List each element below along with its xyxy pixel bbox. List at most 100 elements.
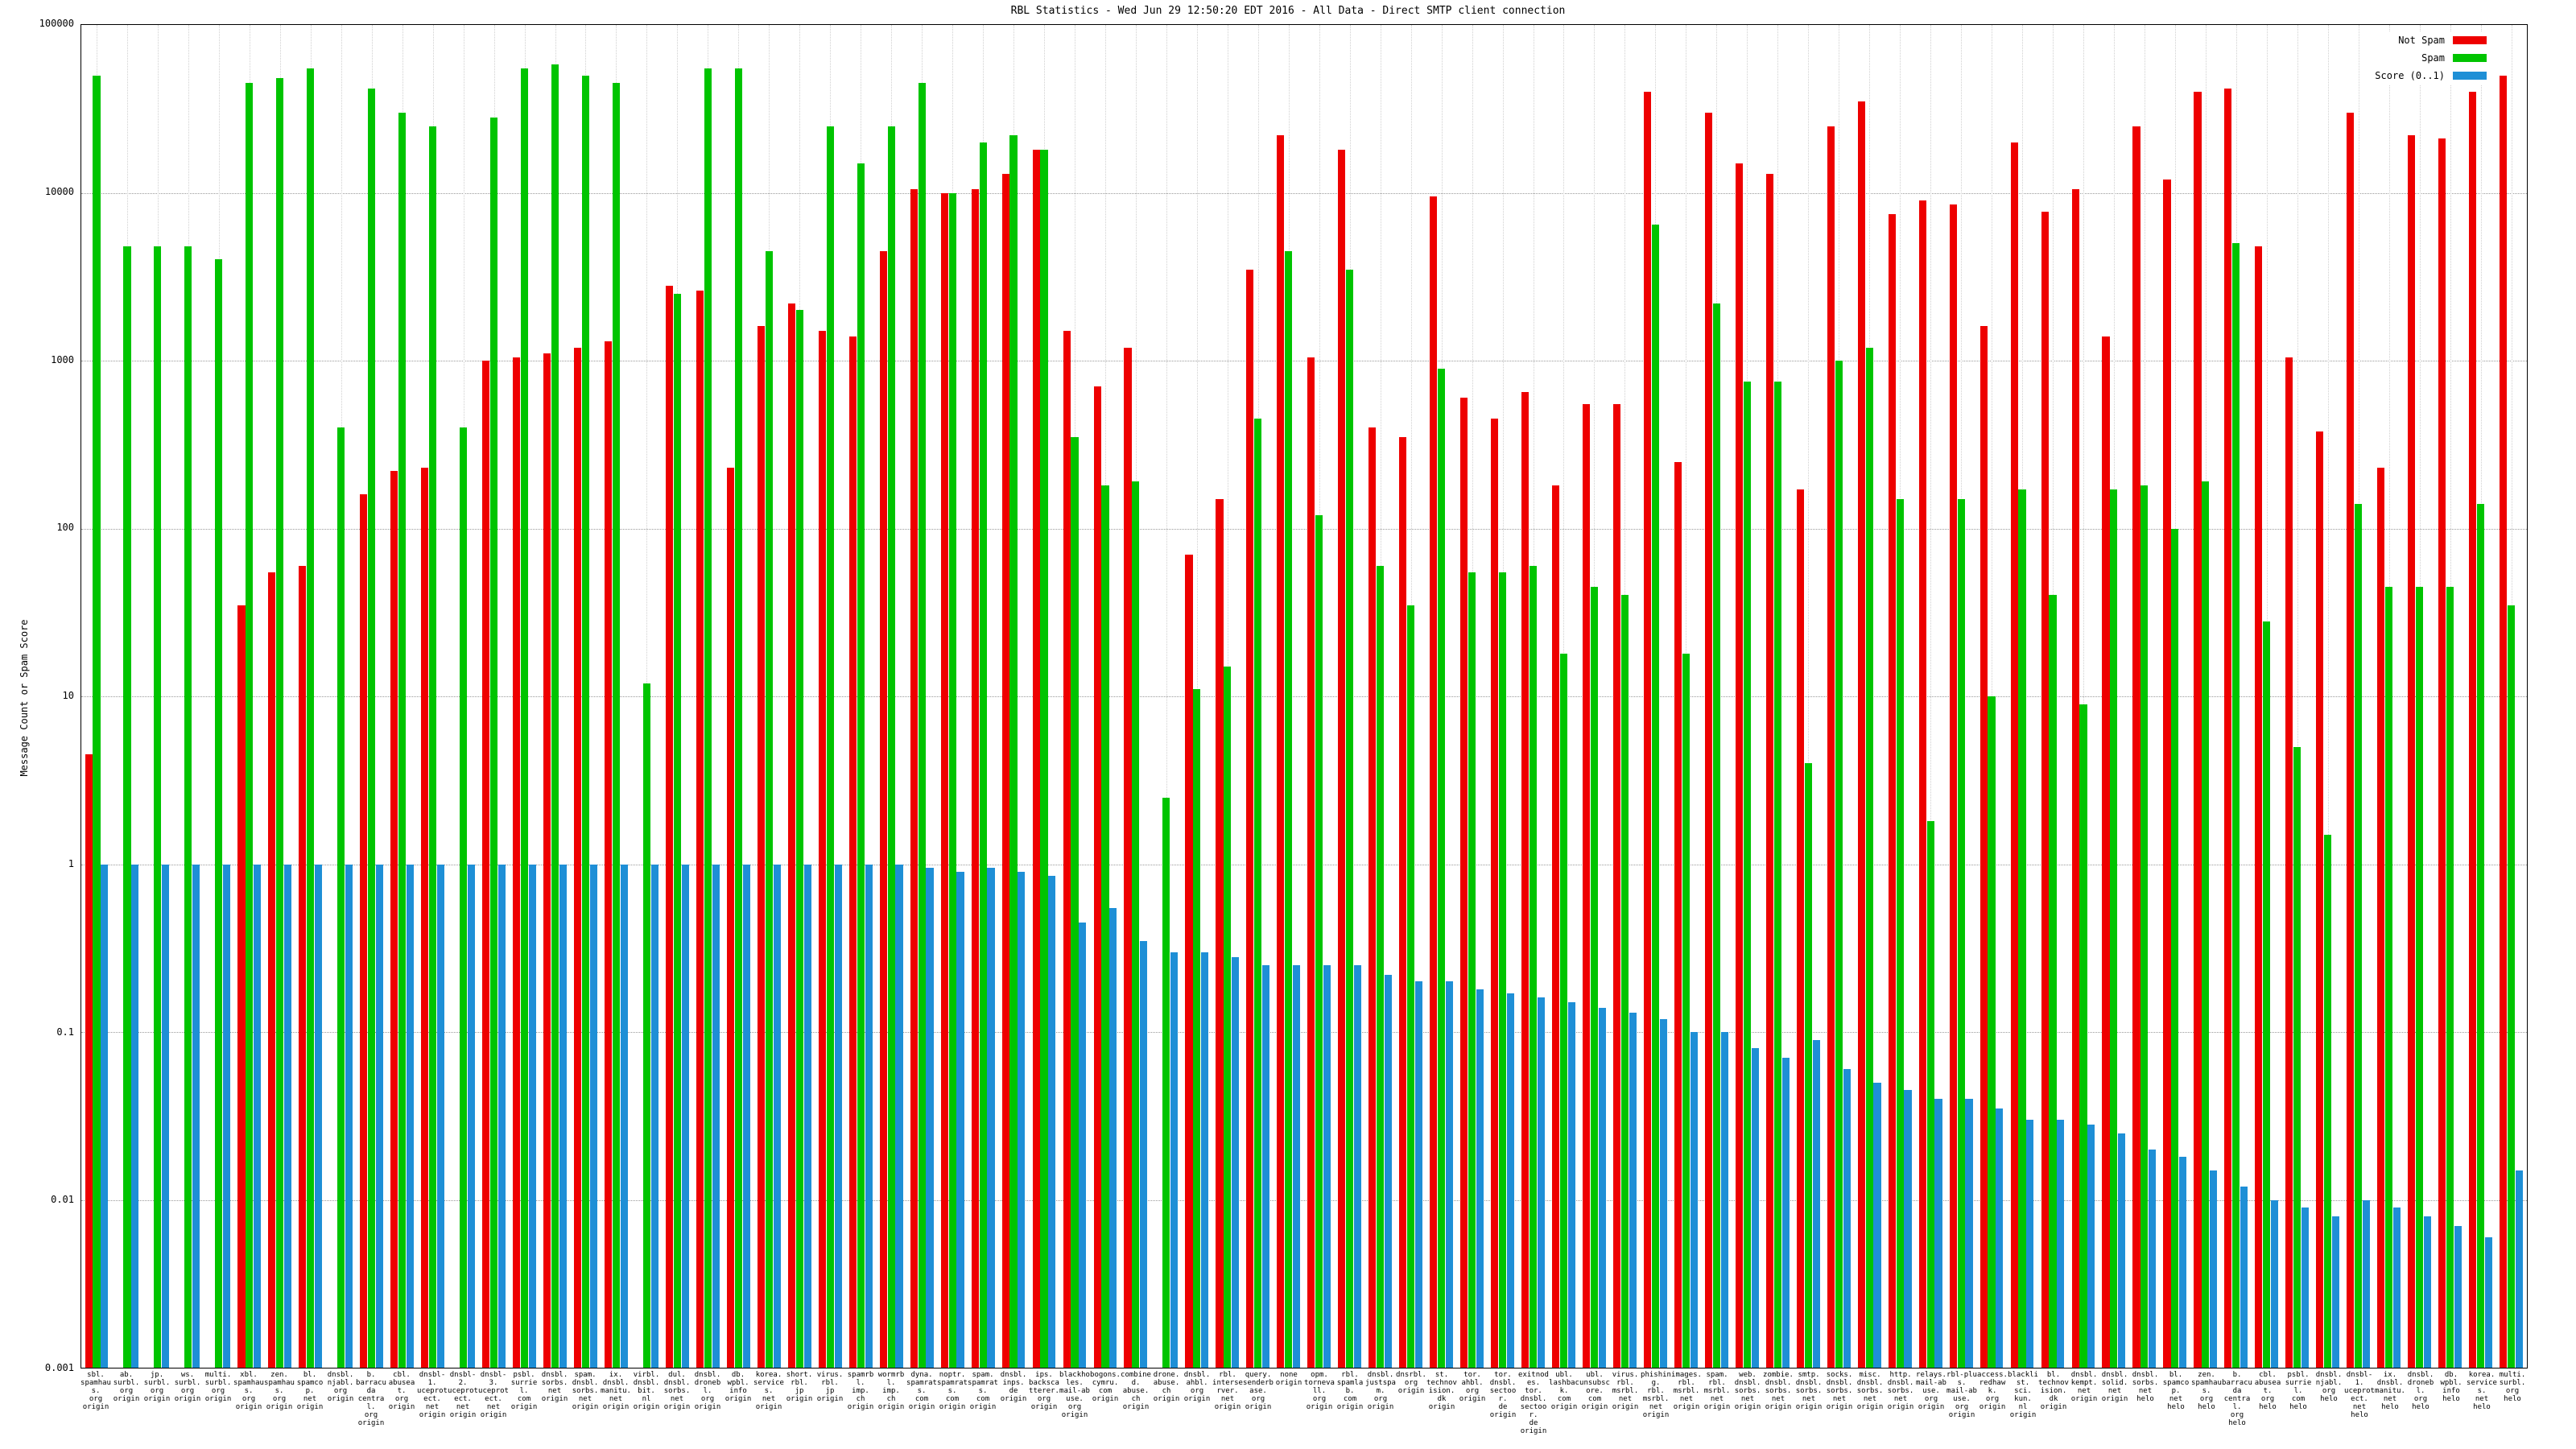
bar-score <box>131 864 139 1368</box>
legend-label-score: Score (0..1) <box>2375 70 2445 81</box>
x-tick-label: sbl. spamhaus. org origin <box>80 1371 111 1411</box>
bar-spam <box>1682 653 1690 1368</box>
bar-spam <box>642 683 650 1368</box>
x-tick-label: dnsbl. dronebl. org origin <box>694 1371 721 1411</box>
bar-group <box>510 25 540 1368</box>
bar-notspam <box>1430 196 1438 1368</box>
x-tick-label: wormrbl. imp. ch origin <box>877 1371 905 1411</box>
bar-group <box>815 25 845 1368</box>
bar-notspam <box>1827 126 1835 1368</box>
x-tick-label: opm. tornevall. org origin <box>1304 1371 1335 1411</box>
bar-score <box>2423 1216 2432 1368</box>
bar-notspam <box>696 291 704 1368</box>
bar-notspam <box>1093 386 1101 1368</box>
x-tick-label: bogons. cymru. com origin <box>1090 1371 1121 1403</box>
bar-spam <box>184 246 192 1368</box>
bar-group <box>723 25 753 1368</box>
bar-score <box>223 864 231 1368</box>
bar-score <box>101 864 109 1368</box>
bar-group <box>2068 25 2099 1368</box>
y-tick-label: 0.01 <box>51 1194 74 1206</box>
x-tick-label: multi. surbl. org helo <box>2499 1371 2526 1403</box>
x-tick-label: psbl. surriel. com origin <box>510 1371 538 1411</box>
bar-spam <box>2049 595 2057 1368</box>
bar-notspam <box>1888 213 1896 1368</box>
bar-score <box>1629 1013 1637 1368</box>
bar-notspam <box>787 303 795 1368</box>
x-tick-label: images. rbl. msrbl. net origin <box>1671 1371 1702 1411</box>
x-tick-label: dnsbl. inps. de origin <box>1000 1371 1027 1403</box>
bar-spam <box>1224 667 1232 1368</box>
bar-score <box>834 864 842 1368</box>
bar-spam <box>2202 481 2210 1368</box>
bar-spam <box>581 75 590 1368</box>
bar-group <box>1090 25 1121 1368</box>
x-tick-label: ix. dnsbl. manitu. net helo <box>2375 1371 2405 1411</box>
bar-spam <box>2079 704 2087 1368</box>
x-tick-label: virus. rbl. jp origin <box>816 1371 844 1403</box>
bar-notspam <box>2438 138 2446 1368</box>
bar-notspam <box>360 493 368 1368</box>
x-tick-label: none origin <box>1275 1371 1302 1387</box>
bar-notspam <box>2163 180 2171 1368</box>
bar-score <box>1079 922 1087 1368</box>
x-tick-label: ubl. unsubscore. com origin <box>1579 1371 1610 1411</box>
bar-notspam <box>299 565 307 1368</box>
x-tick-label: jp. surbl. org origin <box>143 1371 171 1403</box>
bar-spam <box>1743 382 1751 1368</box>
bar-score <box>1170 952 1179 1368</box>
bar-group <box>448 25 479 1368</box>
x-tick-label: korea. services. net helo <box>2467 1371 2497 1411</box>
bar-group <box>906 25 937 1368</box>
bar-score <box>2332 1216 2340 1368</box>
x-tick-label: dnsbl. sorbs. net helo <box>2132 1371 2159 1403</box>
bar-group <box>845 25 876 1368</box>
legend-label-notspam: Not Spam <box>2398 35 2445 46</box>
bar-group <box>1029 25 1059 1368</box>
bar-notspam <box>574 347 582 1368</box>
x-tick-label: rbl. spamlab. com origin <box>1336 1371 1364 1411</box>
bar-score <box>1567 1002 1575 1368</box>
bar-notspam <box>1796 489 1804 1368</box>
bar-score <box>1323 965 1331 1368</box>
bar-notspam <box>1552 485 1560 1368</box>
bar-notspam <box>1277 135 1285 1368</box>
bar-spam <box>2293 746 2301 1368</box>
bar-group <box>142 25 173 1368</box>
bar-spam <box>1651 224 1659 1368</box>
bar-group <box>1059 25 1090 1368</box>
bar-spam <box>1896 498 1904 1368</box>
bar-score <box>254 864 262 1368</box>
x-tick-label: bl. spamcop. net helo <box>2162 1371 2190 1411</box>
bar-notspam <box>2347 113 2355 1368</box>
bar-score <box>1690 1032 1698 1368</box>
x-tick-label: korea. services. net origin <box>753 1371 784 1411</box>
bar-score <box>987 868 995 1368</box>
bar-group <box>1488 25 1518 1368</box>
bar-group <box>784 25 815 1368</box>
bar-spam <box>429 126 437 1368</box>
bar-notspam <box>2408 135 2416 1368</box>
bar-group <box>2252 25 2282 1368</box>
x-tick-label: socks. dnsbl. sorbs. net origin <box>1826 1371 1853 1411</box>
x-tick-label: dnsbl-2. uceprotect. net origin <box>448 1371 478 1419</box>
x-tick-label: tor. dnsbl. sectoor. de origin <box>1489 1371 1517 1419</box>
bar-spam <box>1315 515 1323 1368</box>
bar-notspam <box>2500 75 2508 1368</box>
bar-notspam <box>1491 419 1499 1368</box>
bar-score <box>1140 940 1148 1368</box>
bar-score <box>162 864 170 1368</box>
bar-spam <box>2263 621 2271 1368</box>
x-tick-label: ab. surbl. org origin <box>113 1371 140 1403</box>
x-tick-label: dnsrbl. org origin <box>1396 1371 1426 1395</box>
bar-spam <box>307 68 315 1368</box>
bar-spam <box>1009 135 1018 1368</box>
bar-notspam <box>2102 336 2110 1368</box>
bar-group <box>1335 25 1365 1368</box>
bar-score <box>1445 981 1454 1368</box>
x-tick-label: tor. ahbl. org origin <box>1459 1371 1486 1403</box>
bar-group <box>1365 25 1396 1368</box>
bar-notspam <box>1399 437 1407 1368</box>
bar-group <box>1274 25 1304 1368</box>
x-tick-label: phishing. rbl. msrbl. net origin <box>1641 1371 1671 1419</box>
